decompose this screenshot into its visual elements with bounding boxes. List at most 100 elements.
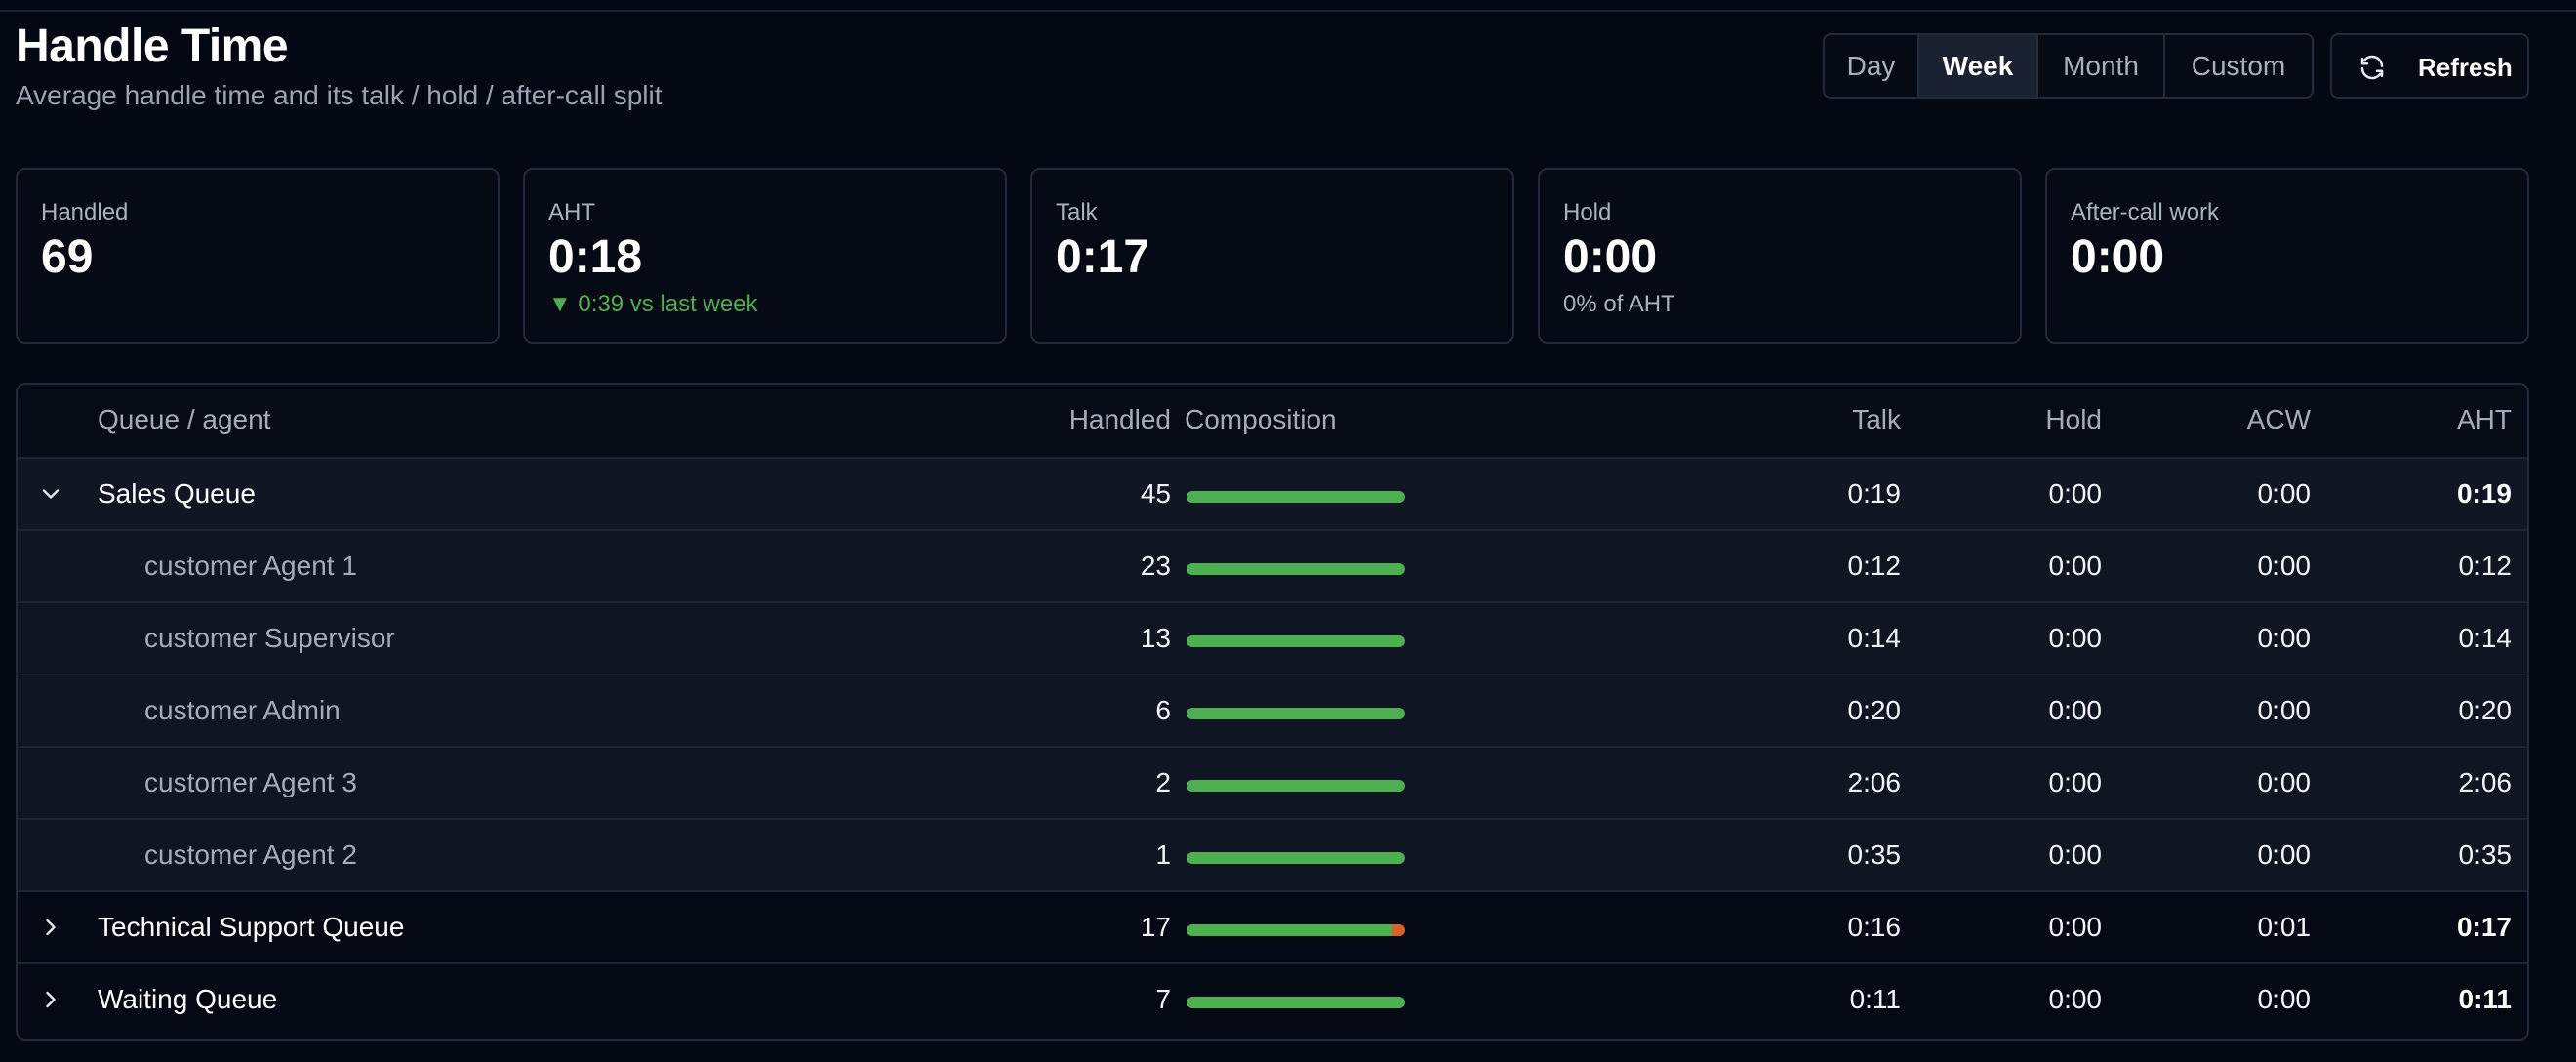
kpi-handled-card: Handled 69 (16, 168, 500, 344)
composition-talk-segment (1187, 491, 1405, 503)
handled-value: 1 (1155, 839, 1171, 870)
handled-value: 2 (1155, 767, 1171, 797)
top-divider (0, 10, 2576, 12)
talk-value: 0:20 (1847, 695, 1902, 725)
handle-time-table: Queue / agent Handled Composition Talk H… (16, 383, 2529, 1041)
queue-name: Technical Support Queue (98, 912, 405, 942)
talk-value: 0:19 (1847, 478, 1902, 509)
acw-value: 0:01 (2257, 912, 2312, 942)
kpi-acw-card: After-call work 0:00 (2045, 168, 2529, 344)
col-handled[interactable]: Handled (1068, 404, 1171, 434)
aht-value: 0:19 (2456, 478, 2512, 509)
col-aht[interactable]: AHT (2457, 404, 2512, 434)
hold-value: 0:00 (2048, 984, 2103, 1014)
kpi-subtext: 0% of AHT (1563, 291, 1675, 317)
composition-talk-segment (1187, 780, 1405, 792)
page-title: Handle Time (16, 20, 289, 72)
agent-name: customer Agent 3 (144, 767, 357, 797)
composition-talk-segment (1187, 924, 1392, 936)
acw-value: 0:00 (2257, 767, 2312, 797)
composition-acw-segment (1391, 924, 1405, 936)
composition-talk-segment (1187, 635, 1405, 647)
col-talk[interactable]: Talk (1852, 404, 1901, 434)
col-hold[interactable]: Hold (2045, 404, 2102, 434)
agent-row: customer Agent 2 1 0:35 0:00 0:00 0:35 (18, 818, 2527, 890)
table-header-row: Queue / agent Handled Composition Talk H… (18, 385, 2527, 457)
agent-row: customer Agent 1 23 0:12 0:00 0:00 0:12 (18, 529, 2527, 601)
kpi-aht-card: AHT 0:18 ▼ 0:39 vs last week (523, 168, 1007, 344)
agent-name: customer Admin (144, 695, 341, 725)
composition-bar (1187, 852, 1405, 864)
date-range-selector: Day Week Month Custom (1823, 33, 2314, 99)
aht-value: 0:35 (2458, 839, 2513, 870)
acw-value: 0:00 (2257, 478, 2312, 509)
composition-talk-segment (1187, 997, 1405, 1008)
acw-value: 0:00 (2257, 623, 2312, 653)
agent-row: customer Admin 6 0:20 0:00 0:00 0:20 (18, 674, 2527, 746)
hold-value: 0:00 (2048, 767, 2103, 797)
refresh-icon (2360, 55, 2384, 80)
kpi-talk-card: Talk 0:17 (1030, 168, 1514, 344)
kpi-trend-delta: ▼ 0:39 vs last week (548, 291, 758, 317)
talk-value: 2:06 (1847, 767, 1902, 797)
refresh-label: Refresh (2418, 53, 2513, 82)
agent-name: customer Agent 1 (144, 551, 357, 581)
handled-value: 6 (1155, 695, 1171, 725)
kpi-label: AHT (548, 199, 595, 225)
queue-row[interactable]: Waiting Queue 7 0:11 0:00 0:00 0:11 (18, 962, 2527, 1035)
page-subtitle: Average handle time and its talk / hold … (16, 80, 663, 110)
kpi-label: Talk (1056, 199, 1098, 225)
composition-talk-segment (1187, 852, 1405, 864)
aht-value: 0:11 (2458, 984, 2513, 1014)
hold-value: 0:00 (2048, 623, 2103, 653)
hold-value: 0:00 (2048, 695, 2103, 725)
hold-value: 0:00 (2048, 912, 2103, 942)
chevron-down-icon[interactable] (37, 480, 64, 508)
talk-value: 0:11 (1849, 984, 1901, 1014)
aht-value: 2:06 (2458, 767, 2513, 797)
composition-bar (1187, 635, 1405, 647)
acw-value: 0:00 (2257, 984, 2312, 1014)
agent-row: customer Supervisor 13 0:14 0:00 0:00 0:14 (18, 601, 2527, 674)
kpi-hold-card: Hold 0:00 0% of AHT (1538, 168, 2022, 344)
acw-value: 0:00 (2257, 551, 2312, 581)
handled-value: 23 (1140, 551, 1171, 581)
chevron-right-icon[interactable] (37, 914, 64, 941)
agent-name: customer Agent 2 (144, 839, 357, 870)
kpi-value: 0:18 (548, 231, 643, 283)
refresh-button[interactable]: Refresh (2330, 33, 2529, 99)
range-custom-button[interactable]: Custom (2191, 50, 2286, 81)
hold-value: 0:00 (2048, 551, 2103, 581)
col-queue-agent[interactable]: Queue / agent (98, 404, 271, 434)
composition-bar (1187, 924, 1405, 936)
aht-value: 0:17 (2456, 912, 2512, 942)
kpi-label: Handled (41, 199, 129, 225)
handled-value: 17 (1140, 912, 1171, 942)
talk-value: 0:12 (1847, 551, 1902, 581)
queue-row[interactable]: Technical Support Queue 17 0:16 0:00 0:01 0:1… (18, 890, 2527, 962)
queue-row[interactable]: Sales Queue 45 0:19 0:00 0:00 0:19 (18, 457, 2527, 529)
kpi-value: 0:17 (1056, 231, 1150, 283)
range-week-button[interactable]: Week (1919, 35, 2038, 97)
hold-value: 0:00 (2048, 478, 2103, 509)
queue-name: Sales Queue (98, 478, 256, 509)
handled-value: 45 (1140, 478, 1171, 509)
acw-value: 0:00 (2257, 839, 2312, 870)
aht-value: 0:12 (2458, 551, 2513, 581)
composition-bar (1187, 997, 1405, 1008)
range-month-button[interactable]: Month (2038, 35, 2165, 97)
chevron-right-icon[interactable] (37, 986, 64, 1013)
col-acw[interactable]: ACW (2246, 404, 2311, 434)
range-day-button[interactable]: Day (1825, 35, 1919, 97)
handled-value: 7 (1155, 984, 1171, 1014)
agent-name: customer Supervisor (144, 623, 395, 653)
aht-value: 0:20 (2458, 695, 2513, 725)
kpi-value: 69 (41, 231, 94, 283)
kpi-value: 0:00 (2071, 231, 2165, 283)
composition-bar (1187, 563, 1405, 575)
kpi-value: 0:00 (1563, 231, 1658, 283)
hold-value: 0:00 (2048, 839, 2103, 870)
composition-bar (1187, 491, 1405, 503)
kpi-label: After-call work (2071, 199, 2220, 225)
col-composition: Composition (1185, 404, 1337, 434)
